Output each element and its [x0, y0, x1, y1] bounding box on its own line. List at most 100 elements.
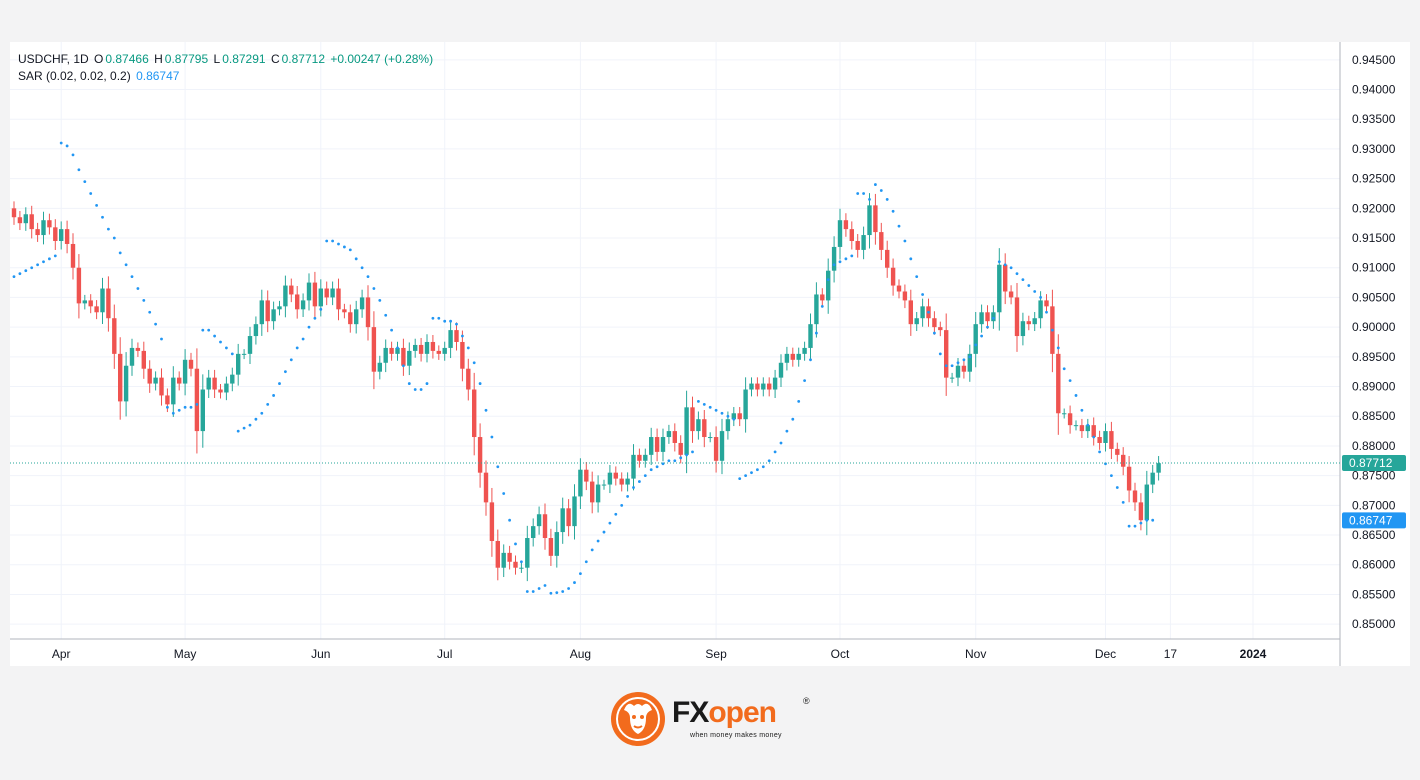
candle-body — [41, 220, 46, 236]
sar-dot — [472, 361, 476, 365]
sar-dot — [272, 394, 275, 397]
sar-price-tag: 0.86747 — [1349, 513, 1393, 527]
sar-dot — [809, 358, 812, 362]
candle-body — [920, 306, 925, 319]
y-tick-label: 0.94000 — [1352, 83, 1396, 97]
candle-body — [324, 288, 329, 298]
sar-dot — [343, 245, 346, 249]
sar-dot — [201, 328, 205, 332]
candle-body — [938, 327, 943, 331]
sar-dot — [791, 417, 795, 421]
candle-body — [430, 341, 436, 351]
candle-body — [708, 437, 713, 439]
sar-dot — [832, 263, 836, 267]
sar-dot — [466, 346, 470, 350]
sar-dot — [419, 388, 423, 391]
candle-body — [413, 344, 418, 351]
candle-body — [997, 264, 1002, 313]
sar-dot — [236, 429, 240, 433]
sar-dot — [171, 411, 175, 415]
open-value: 0.87466 — [105, 52, 149, 66]
candle-body — [796, 353, 801, 360]
candle-body — [123, 365, 129, 402]
candle-body — [737, 413, 742, 420]
sar-dot — [195, 402, 199, 406]
sar-dot — [478, 382, 482, 385]
candle-body — [684, 407, 689, 455]
sar-dot — [773, 450, 777, 454]
sar-dot — [112, 236, 116, 240]
candle-body — [53, 227, 58, 241]
sar-dot — [1074, 394, 1078, 397]
candle-body — [578, 469, 583, 497]
x-tick-label: 2024 — [1240, 647, 1267, 661]
sar-dot — [661, 462, 665, 466]
candle-body — [1138, 502, 1144, 521]
candle-body — [678, 442, 683, 455]
sar-value: 0.86747 — [136, 69, 180, 83]
sar-dot — [779, 441, 783, 445]
candle-body — [725, 419, 731, 432]
candle-body — [713, 437, 719, 461]
sar-dot — [596, 539, 600, 543]
sar-dot — [372, 287, 376, 290]
sar-dot — [785, 429, 789, 433]
candle-body — [442, 347, 447, 354]
chart-panel[interactable]: 0.94500 0.94000 0.93500 0.93000 0.92500 0.920… — [10, 42, 1410, 666]
sar-dot — [449, 319, 452, 323]
sar-dot — [360, 266, 364, 270]
sar-dot — [89, 192, 93, 195]
x-tick-label: 17 — [1164, 647, 1178, 661]
sar-dot — [750, 471, 753, 475]
sar-dot — [986, 325, 989, 329]
candle-body — [129, 347, 135, 366]
candle-body — [395, 347, 400, 354]
candle-body — [159, 377, 164, 396]
candle-body — [519, 567, 524, 569]
sar-dot — [413, 388, 417, 391]
high-value: 0.87795 — [164, 52, 209, 66]
sar-dot — [921, 293, 924, 296]
current-price-tag-bg — [1342, 455, 1406, 472]
sar-dot — [177, 408, 181, 412]
sar-dot — [992, 316, 995, 320]
candle-body — [861, 235, 866, 250]
sar-dot — [915, 275, 919, 279]
sar-dot — [101, 215, 104, 219]
candle-body — [501, 552, 506, 568]
candle-body — [64, 229, 70, 244]
candle-body — [47, 220, 52, 228]
sar-dot — [543, 584, 547, 587]
sar-dot — [579, 572, 582, 576]
sar-dot — [278, 382, 281, 385]
sar-dot — [284, 370, 287, 374]
candle-body — [902, 291, 908, 301]
sar-dot — [1045, 310, 1048, 314]
candle-body — [295, 294, 300, 310]
candle-body — [654, 437, 660, 452]
sar-dot — [655, 465, 659, 469]
candle-body — [306, 282, 312, 301]
sar-dot — [213, 334, 217, 338]
sar-dot — [820, 304, 824, 308]
candle-body — [377, 362, 382, 372]
candle-body — [1026, 321, 1031, 325]
sar-dot — [443, 319, 447, 323]
candle-body — [619, 478, 624, 485]
candle-body — [454, 330, 459, 342]
candle-body — [472, 389, 477, 438]
candle-body — [407, 350, 412, 366]
candle-body — [802, 347, 807, 354]
candle-body — [566, 508, 571, 527]
sar-dot — [856, 192, 860, 195]
sar-dot — [461, 334, 464, 338]
sar-dot — [266, 402, 270, 406]
sar-dot — [1133, 524, 1137, 528]
sar-dot — [1104, 462, 1107, 466]
candle-body — [118, 353, 123, 402]
sar-dot — [531, 590, 535, 593]
y-tick-label: 0.86500 — [1352, 528, 1396, 542]
candle-body — [88, 300, 93, 307]
chart-svg[interactable]: 0.94500 0.94000 0.93500 0.93000 0.92500 0.920… — [10, 42, 1410, 666]
sar-dot — [756, 468, 759, 472]
